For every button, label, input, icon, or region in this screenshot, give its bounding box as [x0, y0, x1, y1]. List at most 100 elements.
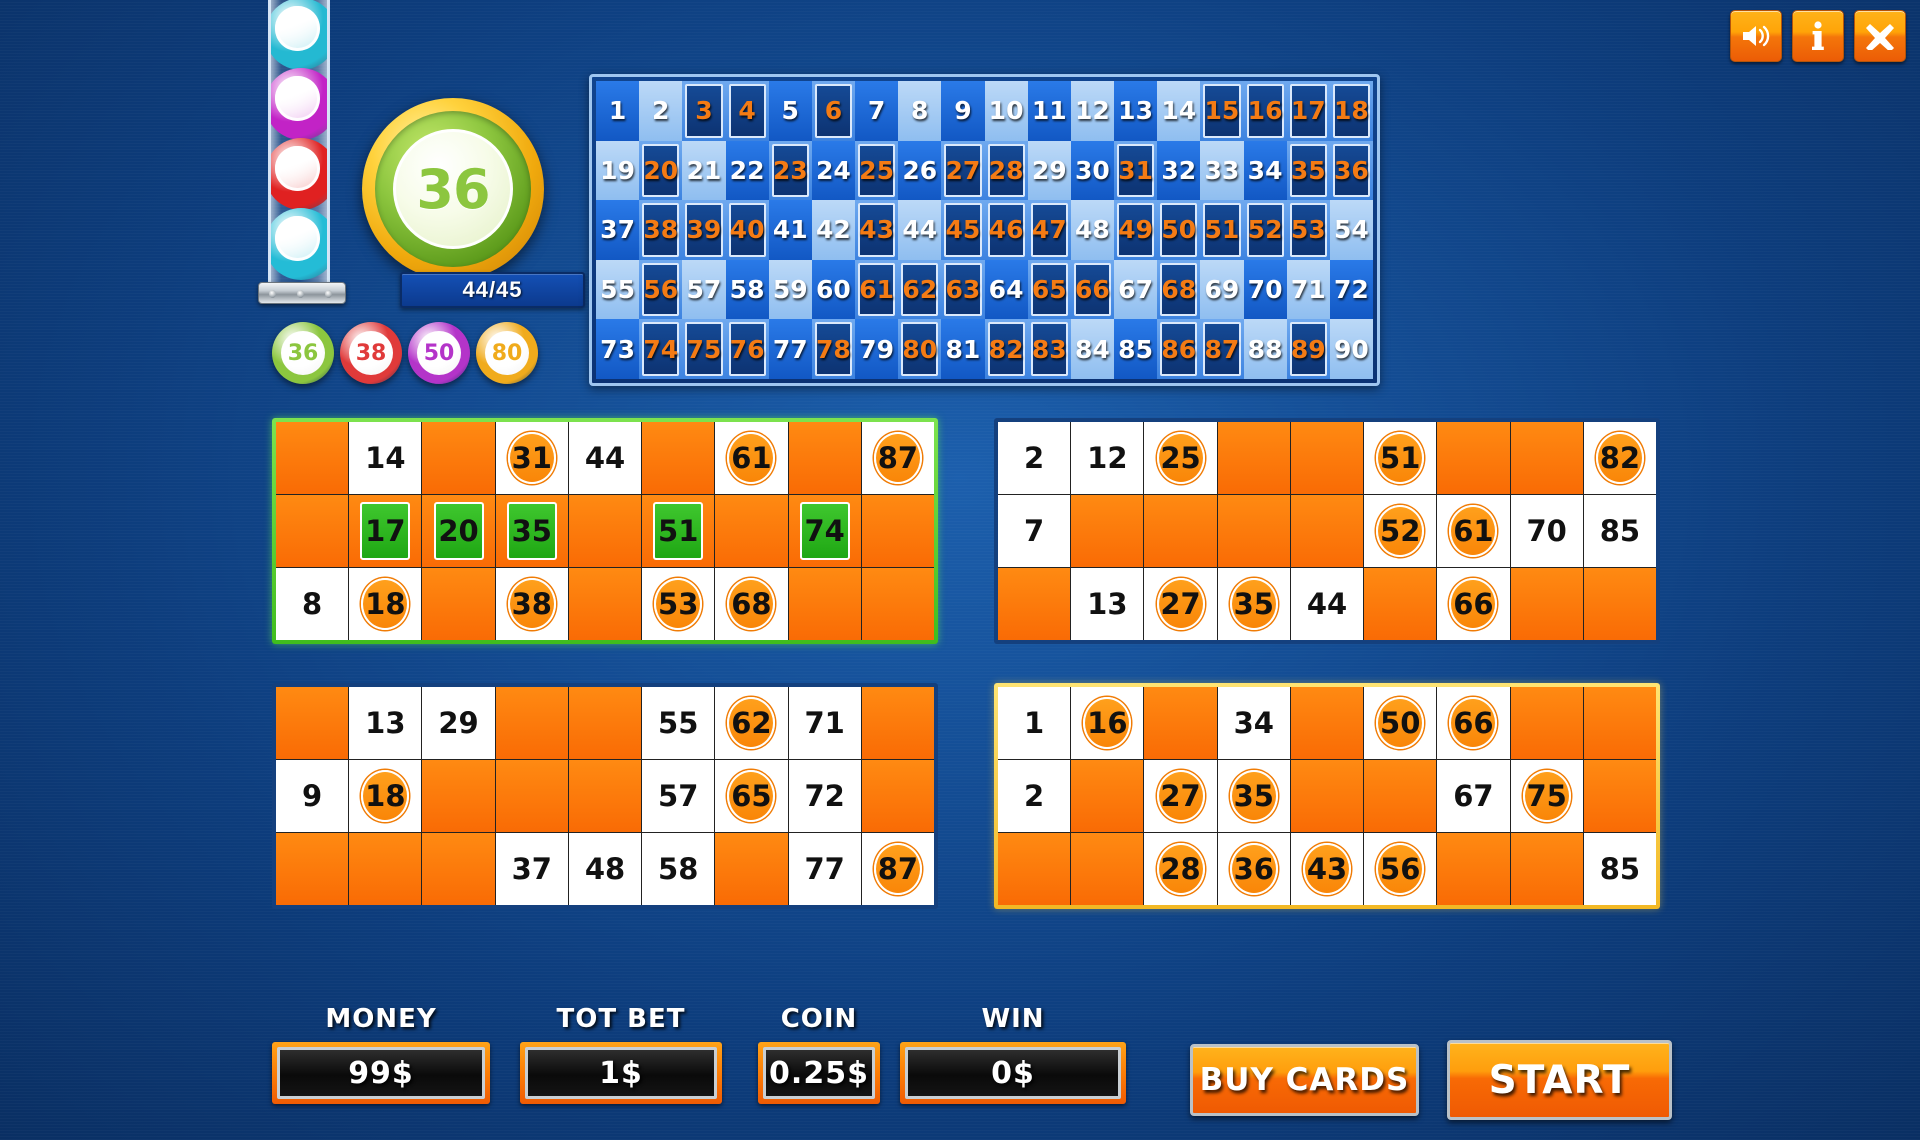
card-cell-dab[interactable]: 52 — [1364, 495, 1437, 567]
board-cell-called: 43 — [855, 200, 899, 260]
card-cell-dab[interactable]: 66 — [1437, 568, 1510, 640]
buy-cards-button[interactable]: BUY CARDS — [1190, 1044, 1419, 1116]
card-cell-open[interactable]: 2 — [998, 760, 1071, 832]
card-cell-dab[interactable]: 18 — [349, 568, 422, 640]
card-cell-dab[interactable]: 25 — [1144, 422, 1217, 494]
dab-marker — [727, 432, 776, 484]
card-cell-dab[interactable]: 68 — [715, 568, 788, 640]
card-cell-number: 65 — [731, 779, 772, 813]
card-cell-open[interactable]: 67 — [1437, 760, 1510, 832]
dab-marker — [361, 578, 410, 630]
card-cell-open[interactable]: 37 — [495, 833, 568, 905]
card-cell-open[interactable]: 14 — [349, 422, 422, 494]
close-button[interactable] — [1854, 10, 1906, 62]
card-cell-dab[interactable]: 28 — [1144, 833, 1217, 905]
board-cell-called: 6 — [811, 81, 855, 141]
card-cell-open[interactable]: 72 — [788, 760, 861, 832]
card-cell-dab[interactable]: 75 — [1510, 760, 1583, 832]
card-cell-dab[interactable]: 18 — [349, 760, 422, 832]
card-cell-open[interactable]: 2 — [998, 422, 1071, 494]
board-cell-number: 87 — [1204, 334, 1240, 364]
card-cell-blank — [715, 495, 788, 567]
called-marker — [1073, 262, 1111, 317]
card-cell-win[interactable]: 51 — [642, 495, 715, 567]
card-cell-dab[interactable]: 16 — [1071, 687, 1144, 759]
card-cell-dab[interactable]: 61 — [1437, 495, 1510, 567]
card-cell-dab[interactable]: 27 — [1144, 760, 1217, 832]
card-cell-dab[interactable]: 66 — [1437, 687, 1510, 759]
card-cell-dab[interactable]: 61 — [715, 422, 788, 494]
board-cell: 81 — [941, 319, 985, 379]
card-cell-open[interactable]: 85 — [1583, 495, 1656, 567]
card-cell-win[interactable]: 20 — [422, 495, 495, 567]
called-marker — [814, 322, 852, 376]
win-meter: WIN 0$ — [900, 1004, 1126, 1104]
card-cell-open[interactable]: 12 — [1071, 422, 1144, 494]
card-grid: 14 31 44 61 87 17 20 35 51 74 8 18 38 53 68 — [276, 422, 934, 640]
card-cell-open[interactable]: 44 — [568, 422, 642, 494]
board-cell: 84 — [1070, 319, 1114, 379]
board-cell-number: 31 — [1118, 155, 1153, 185]
card-cell-open[interactable]: 9 — [276, 760, 349, 832]
board-cell-number: 52 — [1247, 215, 1283, 245]
card-cell-open[interactable]: 44 — [1290, 568, 1364, 640]
card-cell-open[interactable]: 70 — [1510, 495, 1583, 567]
card-cell-dab[interactable]: 87 — [861, 422, 934, 494]
start-button[interactable]: START — [1447, 1040, 1672, 1120]
board-cell-called: 47 — [1027, 200, 1071, 260]
card-cell-dab[interactable]: 87 — [861, 833, 934, 905]
card-cell-dab[interactable]: 38 — [495, 568, 568, 640]
card-cell-win[interactable]: 74 — [788, 495, 861, 567]
card-cell-open[interactable]: 58 — [642, 833, 715, 905]
card-cell-number: 38 — [511, 587, 552, 621]
card-cell-open[interactable]: 34 — [1217, 687, 1290, 759]
card-cell-blank — [422, 760, 495, 832]
info-button[interactable] — [1792, 10, 1844, 62]
dab-marker — [1376, 432, 1425, 484]
card-cell-win[interactable]: 17 — [349, 495, 422, 567]
card-cell-open[interactable]: 71 — [788, 687, 861, 759]
card-cell-dab[interactable]: 35 — [1217, 568, 1290, 640]
card-cell-blank — [861, 568, 934, 640]
card-cell-dab[interactable]: 35 — [1217, 760, 1290, 832]
card-cell-dab[interactable]: 53 — [642, 568, 715, 640]
card-cell-open[interactable]: 13 — [1071, 568, 1144, 640]
card-cell-number: 67 — [1453, 779, 1494, 813]
card-cell-dab[interactable]: 50 — [1364, 687, 1437, 759]
bingo-card-2[interactable]: 2 12 25 51 82 7 52 61 70 85 13 27 35 44 66 — [994, 418, 1660, 644]
card-cell-win[interactable]: 35 — [495, 495, 568, 567]
sound-button[interactable] — [1730, 10, 1782, 62]
board-cell-number: 38 — [643, 215, 679, 245]
card-cell-dab[interactable]: 62 — [715, 687, 788, 759]
card-cell-open[interactable]: 7 — [998, 495, 1071, 567]
card-cell-open[interactable]: 77 — [788, 833, 861, 905]
card-cell-dab[interactable]: 27 — [1144, 568, 1217, 640]
card-cell-open[interactable]: 1 — [998, 687, 1071, 759]
card-cell-blank — [1510, 568, 1583, 640]
card-cell-number: 13 — [365, 706, 406, 740]
dab-marker — [1449, 697, 1498, 749]
card-cell-dab[interactable]: 36 — [1217, 833, 1290, 905]
card-cell-dab[interactable]: 43 — [1290, 833, 1364, 905]
board-cell-number: 66 — [1075, 275, 1110, 305]
speaker-icon — [1741, 23, 1771, 49]
card-cell-dab[interactable]: 56 — [1364, 833, 1437, 905]
bingo-card-4[interactable]: 1 16 34 50 66 2 27 35 67 75 28 36 43 56 85 — [994, 683, 1660, 909]
card-cell-open[interactable]: 8 — [276, 568, 349, 640]
board-cell-called: 49 — [1114, 200, 1158, 260]
card-cell-dab[interactable]: 65 — [715, 760, 788, 832]
tube-ball — [271, 68, 327, 140]
card-cell-dab[interactable]: 31 — [495, 422, 568, 494]
card-cell-open[interactable]: 48 — [568, 833, 642, 905]
card-cell-dab[interactable]: 51 — [1364, 422, 1437, 494]
card-cell-dab[interactable]: 82 — [1583, 422, 1656, 494]
bingo-card-1[interactable]: 14 31 44 61 87 17 20 35 51 74 8 18 38 53 68 — [272, 418, 938, 644]
board-cell-number: 42 — [816, 215, 851, 245]
card-cell-open[interactable]: 29 — [422, 687, 495, 759]
card-cell-open[interactable]: 57 — [642, 760, 715, 832]
card-cell-open[interactable]: 55 — [642, 687, 715, 759]
bingo-card-3[interactable]: 13 29 55 62 71 9 18 57 65 72 37 48 58 77 87 — [272, 683, 938, 909]
card-cell-open[interactable]: 13 — [349, 687, 422, 759]
card-cell-open[interactable]: 85 — [1583, 833, 1656, 905]
board-cell: 41 — [768, 200, 812, 260]
